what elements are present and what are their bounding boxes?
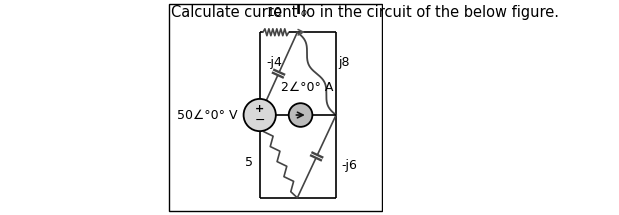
Text: -j4: -j4 — [267, 56, 283, 69]
Text: Calculate current Io in the circuit of the below figure.: Calculate current Io in the circuit of t… — [171, 5, 559, 20]
Text: −: − — [254, 114, 265, 127]
Text: $\mathbf{I}_o$: $\mathbf{I}_o$ — [295, 3, 308, 19]
Text: j8: j8 — [338, 56, 349, 69]
Text: -j6: -j6 — [341, 158, 357, 172]
Text: 5: 5 — [245, 156, 253, 169]
Text: 10: 10 — [267, 6, 283, 19]
Circle shape — [288, 103, 313, 127]
Text: 2∠°0° A: 2∠°0° A — [281, 81, 333, 94]
Text: 50∠°0° V: 50∠°0° V — [176, 109, 237, 121]
Circle shape — [243, 99, 276, 131]
Text: +: + — [255, 104, 264, 114]
